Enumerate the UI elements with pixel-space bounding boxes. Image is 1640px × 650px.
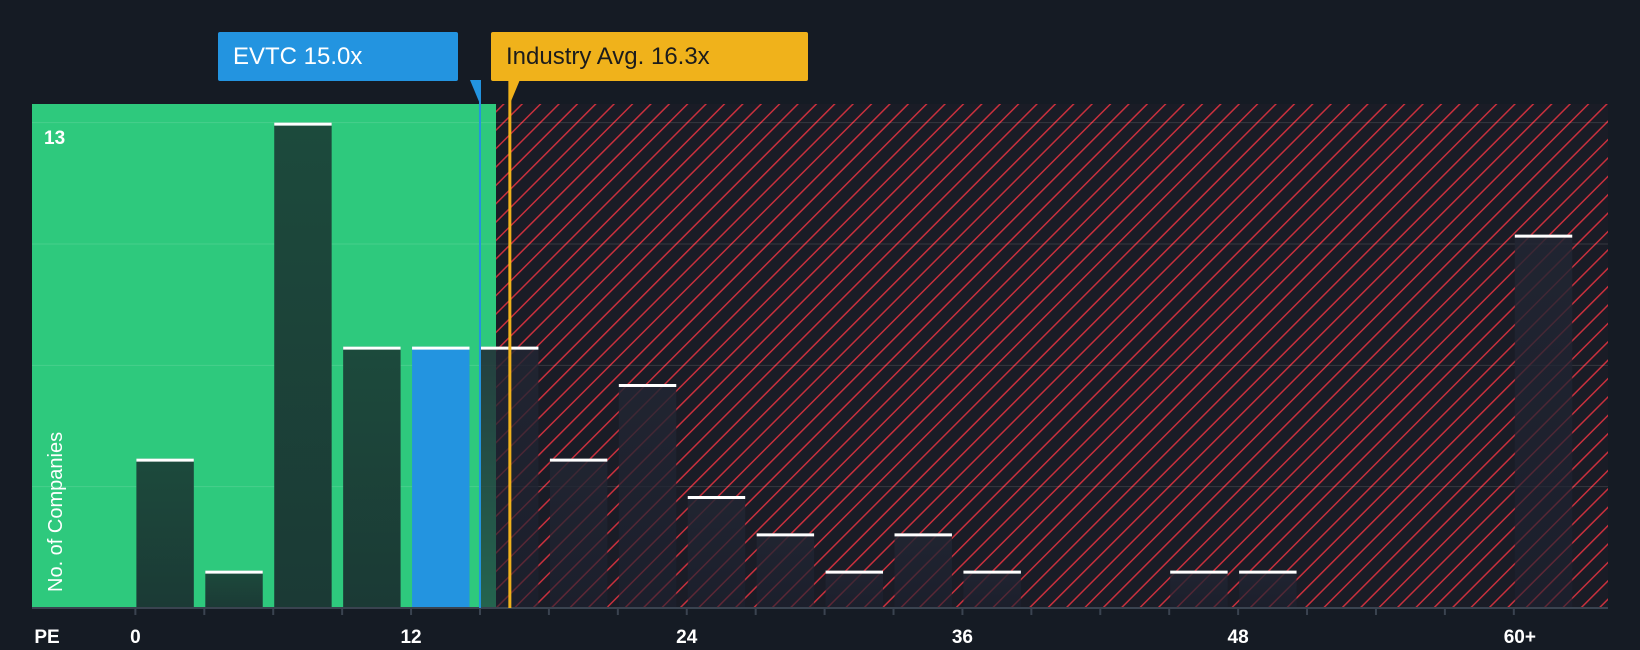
histogram-bar (205, 570, 263, 608)
histogram-bar (343, 346, 401, 608)
histogram-bars (136, 122, 1573, 609)
company-callout-pointer (469, 80, 480, 104)
x-tick-label: 24 (676, 627, 698, 648)
histogram-bar (963, 570, 1021, 608)
x-tick-label: 60+ (1504, 627, 1536, 648)
histogram-bar (549, 458, 608, 608)
x-axis: 0 12 24 36 48 60+ (32, 607, 1608, 648)
histogram-bar (1514, 234, 1573, 608)
histogram-bar (618, 384, 677, 608)
histogram-bar (1239, 570, 1297, 608)
industry-avg-callout: Industry Avg. 16.3x (491, 32, 808, 81)
x-tick-label: 12 (400, 627, 421, 648)
y-axis-label: No. of Companies (45, 432, 67, 592)
x-tick-label: 36 (952, 627, 973, 648)
x-tick-label: 0 (130, 627, 141, 648)
x-tick-label: 48 (1228, 627, 1249, 648)
histogram-bar (756, 533, 815, 608)
histogram-bar (274, 122, 332, 609)
histogram-bar (136, 458, 194, 608)
histogram-bar (412, 346, 470, 608)
overvalued-zone (496, 104, 1609, 608)
histogram-bar (825, 570, 884, 608)
x-axis-label: PE (34, 627, 59, 648)
histogram-bar (894, 533, 952, 608)
histogram-bar (1170, 570, 1228, 608)
industry-callout-pointer (509, 80, 520, 104)
histogram-bar (687, 496, 746, 608)
company-pe-callout: EVTC 15.0x (218, 32, 458, 81)
y-max-label: 13 (44, 128, 65, 149)
